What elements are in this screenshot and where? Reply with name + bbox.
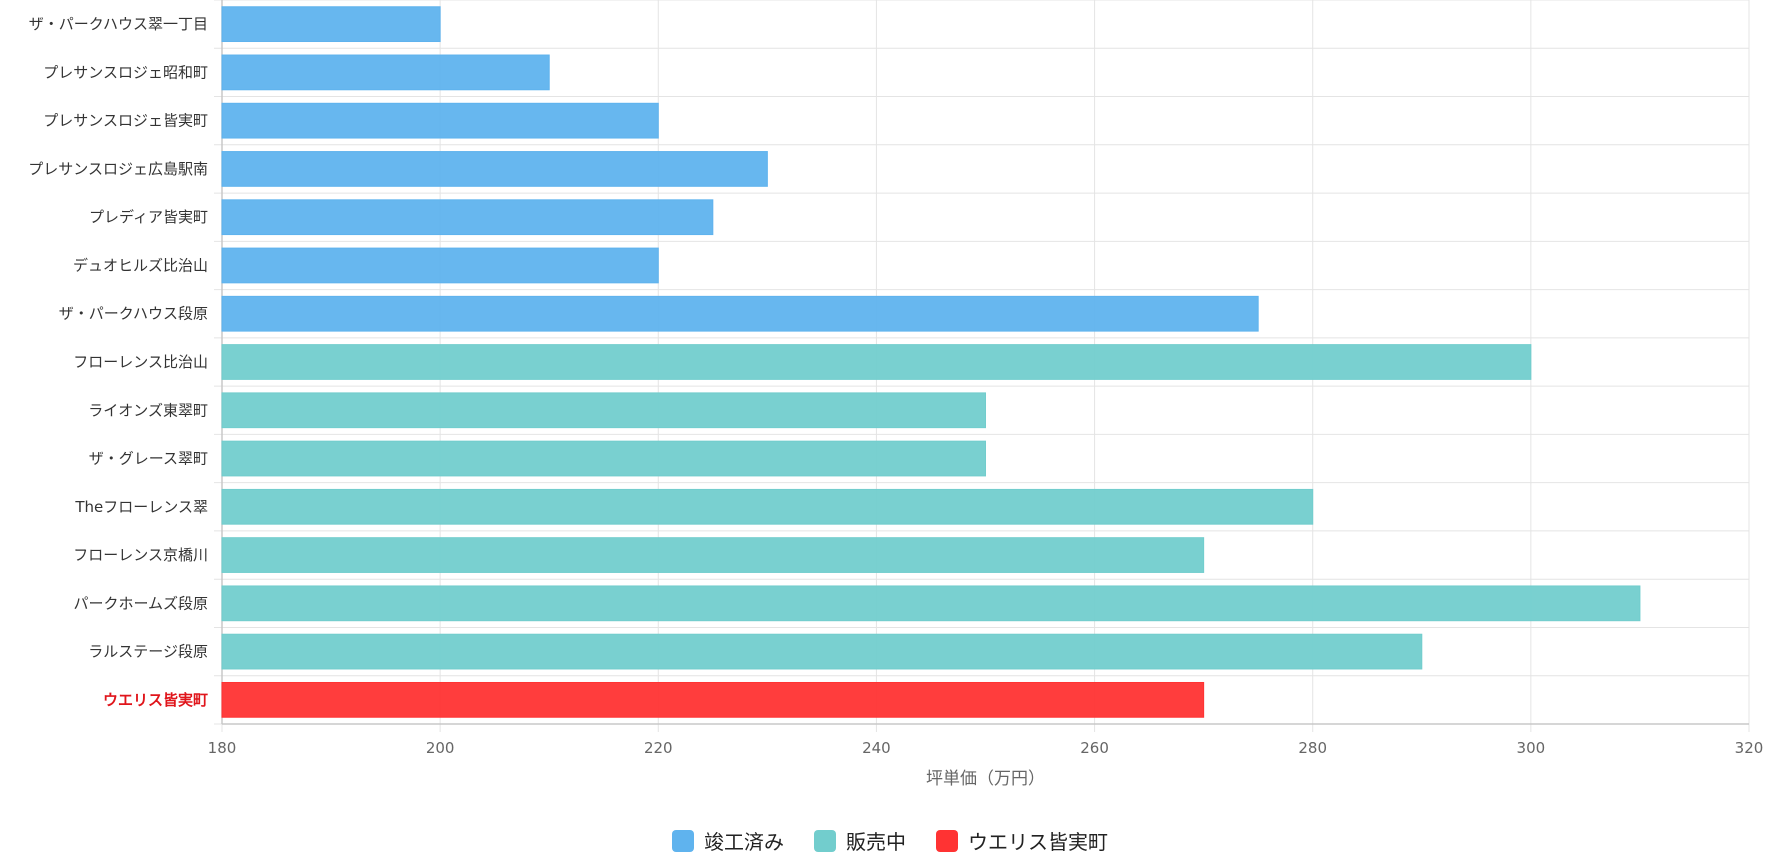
x-tick-label: 300 <box>1517 739 1546 757</box>
x-tick-label: 320 <box>1735 739 1764 757</box>
legend-label: 竣工済み <box>704 830 784 854</box>
bar[interactable] <box>221 247 659 284</box>
category-labels: ザ・パークハウス翠一丁目プレサンスロジェ昭和町プレサンスロジェ皆実町プレサンスロ… <box>28 15 208 709</box>
bar[interactable] <box>221 681 1205 718</box>
bar-chart: ザ・パークハウス翠一丁目プレサンスロジェ昭和町プレサンスロジェ皆実町プレサンスロ… <box>28 0 1764 789</box>
bar[interactable] <box>221 54 550 91</box>
x-tick-label: 280 <box>1298 739 1327 757</box>
bar[interactable] <box>221 392 986 429</box>
legend-item-target[interactable]: ウエリス皆実町 <box>936 826 1108 855</box>
bar[interactable] <box>221 151 768 187</box>
bar[interactable] <box>221 440 986 477</box>
category-label: フローレンス京橋川 <box>73 546 208 564</box>
category-label: デュオヒルズ比治山 <box>73 256 208 274</box>
x-tick-label: 240 <box>862 739 891 757</box>
x-tick-label: 200 <box>426 739 455 757</box>
category-label: ザ・グレース翠町 <box>89 450 208 468</box>
legend-label: 販売中 <box>846 830 906 854</box>
x-tick-labels: 180 200 220 240 260 280 300 320 <box>208 739 1764 757</box>
x-tick-label: 260 <box>1080 739 1109 757</box>
bar[interactable] <box>221 6 441 43</box>
category-label: Theフローレンス翠 <box>74 498 208 516</box>
category-label: パークホームズ段原 <box>73 594 208 612</box>
legend: 竣工済み 販売中 ウエリス皆実町 <box>0 826 1780 855</box>
category-label: フローレンス比治山 <box>73 353 208 371</box>
category-label: プレサンスロジェ皆実町 <box>43 112 208 130</box>
bar[interactable] <box>221 488 1314 525</box>
x-axis-title: 坪単価（万円） <box>926 769 1045 789</box>
bar[interactable] <box>221 537 1205 573</box>
category-label: プレサンスロジェ昭和町 <box>43 63 208 81</box>
x-tick-label: 180 <box>208 739 237 757</box>
category-label: プレディア皆実町 <box>89 208 208 226</box>
category-label: ライオンズ東翠町 <box>88 401 208 419</box>
legend-swatch <box>936 829 958 852</box>
bar[interactable] <box>221 199 714 236</box>
bar[interactable] <box>221 102 659 139</box>
legend-label: ウエリス皆実町 <box>968 830 1108 854</box>
bar[interactable] <box>221 295 1259 332</box>
bars <box>221 6 1641 718</box>
category-label-highlight: ウエリス皆実町 <box>103 691 208 709</box>
legend-swatch <box>814 829 836 852</box>
x-tick-label: 220 <box>644 739 673 757</box>
category-label: ザ・パークハウス段原 <box>59 305 208 323</box>
legend-item-selling[interactable]: 販売中 <box>814 826 906 855</box>
category-label: プレサンスロジェ広島駅南 <box>28 160 208 178</box>
legend-swatch <box>672 829 694 852</box>
category-label: ラルステージ段原 <box>88 643 208 661</box>
bar[interactable] <box>221 585 1641 622</box>
legend-item-completed[interactable]: 竣工済み <box>672 826 784 855</box>
bar[interactable] <box>221 633 1423 670</box>
category-label: ザ・パークハウス翠一丁目 <box>29 15 208 33</box>
bar[interactable] <box>221 344 1532 380</box>
grid-lines <box>214 0 1750 732</box>
